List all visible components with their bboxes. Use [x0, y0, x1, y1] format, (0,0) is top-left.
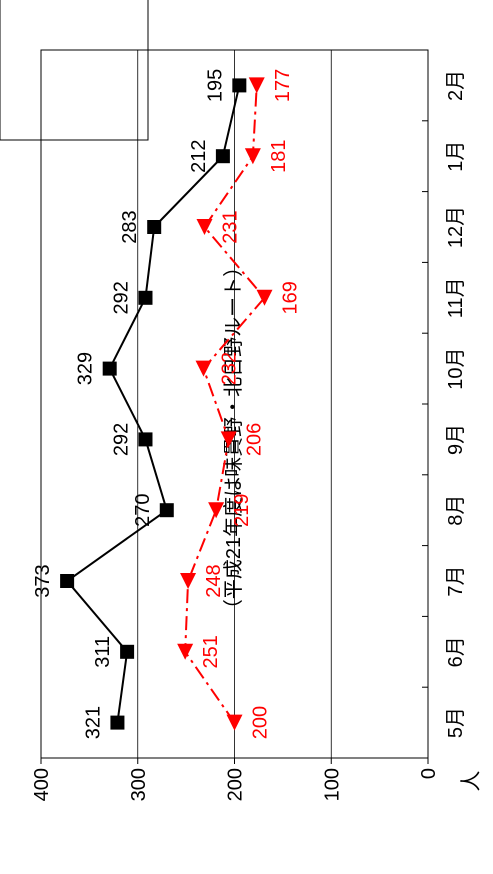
data-point-triangle [195, 360, 212, 377]
data-label: 283 [119, 210, 141, 243]
series-line [184, 85, 266, 724]
data-label: 251 [200, 635, 222, 668]
data-label: 169 [279, 281, 301, 314]
series-line [65, 85, 241, 723]
y-tick-label: 0 [418, 768, 440, 779]
legend-box [0, 0, 149, 141]
data-point-square [215, 149, 230, 164]
data-label: 212 [188, 140, 210, 173]
data-point-square [159, 503, 174, 518]
data-label: 231 [220, 210, 242, 243]
chart-subtitle: （平成21年度は味貫野・北日野ルート） [222, 257, 245, 619]
x-tick-label: 1月 [445, 141, 467, 172]
data-point-triangle [248, 77, 265, 94]
data-label: 311 [92, 636, 114, 668]
y-tick-label: 300 [128, 768, 150, 801]
data-point-square [60, 574, 75, 588]
series-1: 321 311 373 270 292 329 292 283 212 195 [32, 69, 247, 739]
y-axis-unit-label: 人 [460, 771, 483, 792]
data-label: 219 [231, 494, 253, 527]
data-point-square [138, 290, 153, 305]
data-label: 329 [75, 352, 97, 385]
data-point-square [232, 78, 247, 93]
series-layer: 3213113732702923292922832121952002512482… [32, 69, 301, 740]
data-point-triangle [220, 431, 237, 448]
data-point-triangle [180, 573, 197, 589]
data-label: 248 [203, 564, 225, 597]
series-2: 200 251 248 219 206 232 169 231 181 177 [177, 69, 301, 739]
x-tick-label: 6月 [445, 636, 467, 667]
x-tick-label: 5月 [445, 707, 467, 738]
data-label: 321 [82, 706, 104, 739]
y-axis-ticks: 0 100 200 300 400 [31, 758, 440, 801]
data-point-triangle [208, 502, 225, 519]
data-point-square [120, 644, 135, 659]
data-point-square [147, 220, 162, 234]
y-tick-label: 200 [225, 768, 247, 801]
data-label: 292 [110, 281, 132, 314]
data-label: 373 [32, 564, 54, 597]
x-tick-label: 2月 [445, 70, 467, 101]
grid-lines [137, 50, 332, 758]
data-point-triangle [177, 643, 194, 660]
data-point-square [110, 715, 125, 730]
data-point-triangle [256, 289, 273, 306]
data-label: 292 [110, 423, 132, 456]
y-tick-label: 400 [31, 768, 53, 801]
x-tick-label: 9月 [445, 424, 467, 455]
x-axis-ticks: 5月 6月 7月 8月 9月 10月 11月 12月 1月 2月 [422, 70, 467, 738]
y-tick-label: 100 [321, 768, 343, 801]
data-point-square [138, 432, 153, 447]
x-tick-label: 8月 [445, 495, 467, 526]
x-tick-label: 12月 [445, 206, 467, 248]
data-label: 195 [204, 69, 226, 102]
data-point-triangle [226, 714, 243, 731]
x-tick-label: 10月 [445, 347, 467, 389]
data-point-triangle [244, 148, 261, 165]
data-label: 206 [244, 423, 266, 456]
data-point-square [102, 361, 117, 376]
data-label: 232 [219, 352, 241, 385]
x-tick-label: 11月 [445, 277, 467, 318]
data-label: 177 [272, 69, 294, 102]
data-label: 181 [268, 140, 290, 173]
data-label: 270 [132, 494, 154, 527]
data-point-triangle [196, 219, 213, 235]
data-label: 200 [250, 706, 272, 739]
x-tick-label: 7月 [445, 565, 467, 596]
